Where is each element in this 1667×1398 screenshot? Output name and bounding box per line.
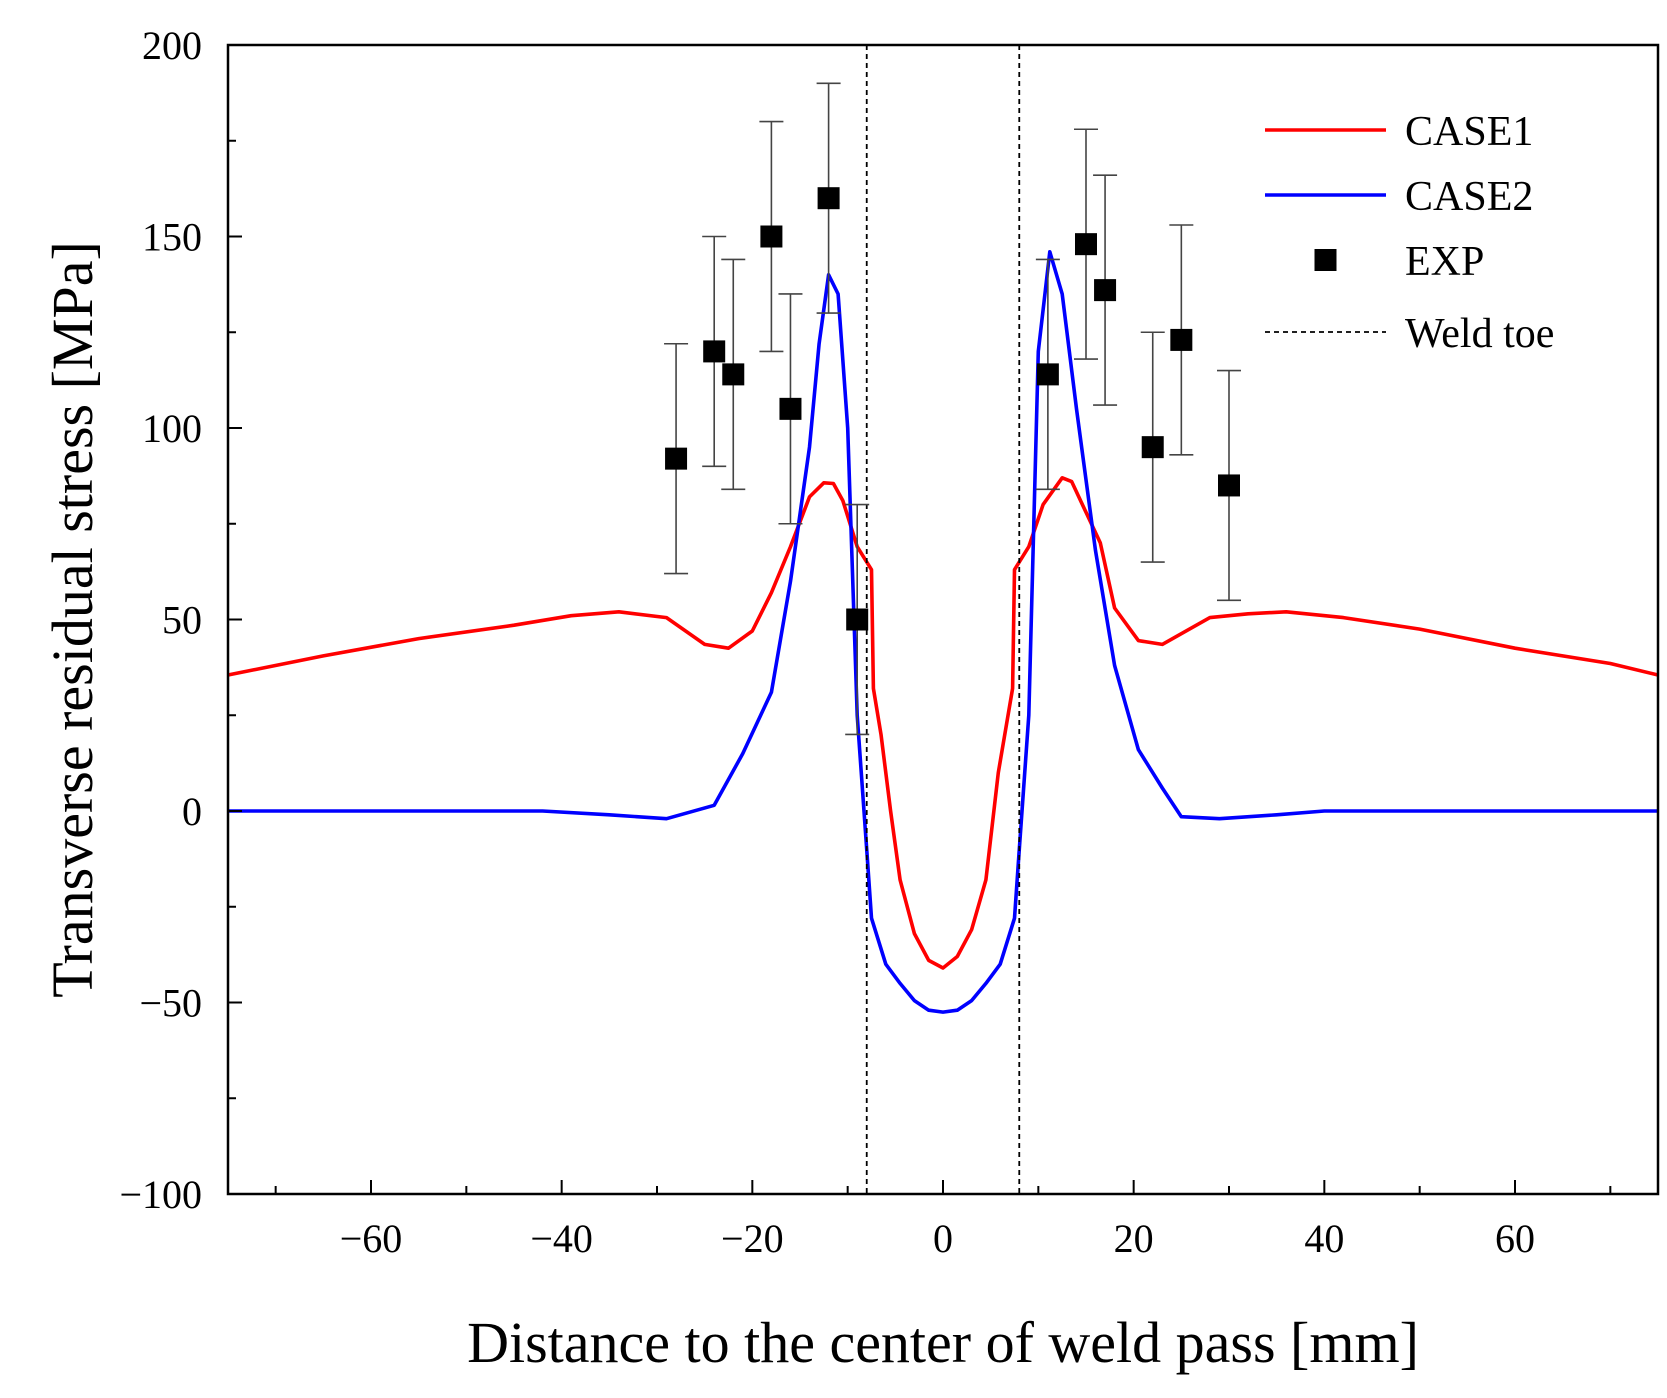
exp-marker: [817, 187, 840, 210]
legend-label: CASE2: [1405, 174, 1533, 220]
legend-label: EXP: [1405, 239, 1484, 285]
exp-point-5: [778, 293, 803, 525]
x-tick-label: −40: [530, 1216, 593, 1261]
exp-marker: [779, 397, 802, 420]
y-tick-label: 150: [142, 215, 202, 260]
exp-point-6: [816, 82, 841, 314]
x-tick-label: 0: [933, 1216, 953, 1261]
exp-marker: [1170, 328, 1193, 351]
case1-line: [227, 476, 1659, 970]
exp-point-2: [702, 235, 727, 468]
exp-marker: [846, 608, 869, 631]
y-tick-label: −50: [139, 981, 202, 1026]
exp-point-3: [721, 258, 746, 491]
exp-marker: [1141, 436, 1164, 459]
legend-label: CASE1: [1405, 109, 1533, 155]
exp-marker: [760, 225, 783, 248]
exp-point-8: [1035, 258, 1060, 491]
plot-marks: [227, 45, 1659, 1194]
y-tick-label: 200: [142, 23, 202, 68]
legend-entry-weld-toe: Weld toe: [1265, 311, 1554, 357]
case2-line: [228, 250, 1658, 1014]
x-tick-label: 40: [1304, 1216, 1344, 1261]
y-axis-title: Transverse residual stress [MPa]: [40, 241, 105, 998]
y-tick-label: −100: [119, 1172, 202, 1217]
exp-point-1: [664, 342, 689, 575]
legend-entry-case1: CASE1: [1265, 109, 1533, 155]
x-tick-label: −60: [340, 1216, 403, 1261]
x-tick-label: 60: [1495, 1216, 1535, 1261]
exp-point-12: [1169, 224, 1194, 456]
legend-entry-case2: CASE2: [1265, 174, 1533, 220]
y-tick-label: 0: [182, 789, 202, 834]
x-axis-title: Distance to the center of weld pass [mm]: [467, 1310, 1419, 1375]
exp-point-4: [759, 120, 784, 353]
exp-point-7: [845, 503, 870, 736]
legend-entry-exp: EXP: [1314, 239, 1484, 285]
exp-marker: [1075, 233, 1097, 256]
exp-marker: [1036, 363, 1059, 386]
exp-marker: [1218, 474, 1240, 497]
exp-point-9: [1074, 128, 1098, 360]
x-tick-label: −20: [721, 1216, 784, 1261]
exp-marker: [703, 340, 726, 363]
legend-swatch: [1314, 249, 1337, 271]
exp-marker: [1094, 279, 1117, 302]
exp-marker: [665, 447, 688, 470]
exp-marker: [722, 363, 745, 386]
exp-point-11: [1140, 331, 1165, 563]
x-tick-label: 20: [1114, 1216, 1154, 1261]
exp-point-13: [1217, 369, 1241, 602]
y-tick-label: 100: [142, 406, 202, 451]
y-tick-label: 50: [162, 598, 202, 643]
exp-point-10: [1093, 174, 1118, 406]
axes: −60 −40 −20 0 20 40 60 −100 −50 0 50 100 150 200: [119, 23, 1660, 1261]
legend-label: Weld toe: [1405, 311, 1554, 357]
legend: CASE1 CASE2 EXP Weld toe: [1265, 109, 1554, 357]
